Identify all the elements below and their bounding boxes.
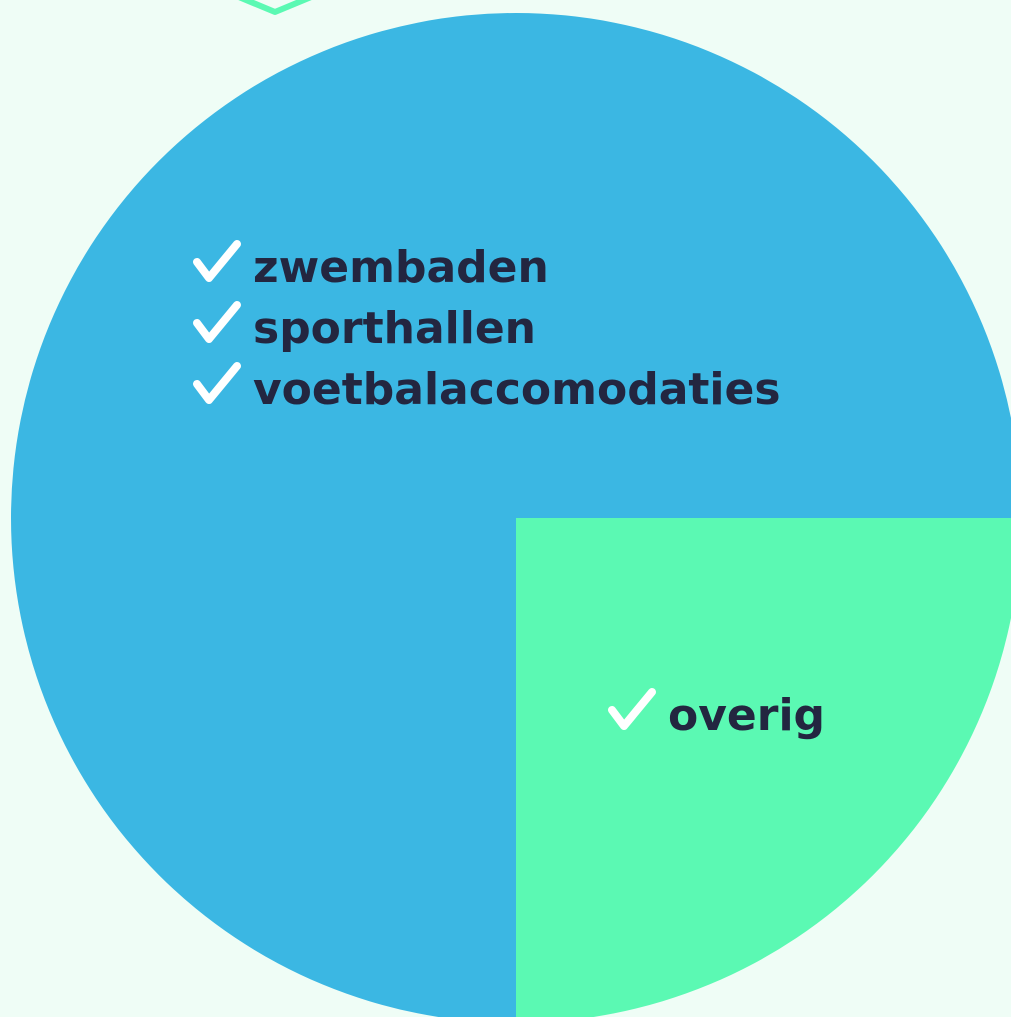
decoration-shape [238,0,312,15]
slice-label: overig [668,690,825,741]
check-icon [608,688,656,730]
slice-label: voetbalaccomodaties [253,364,781,415]
slice-label: zwembaden [253,242,549,293]
check-icon [193,362,241,404]
pie-slice [516,518,1011,1017]
slice-labels: zwembaden sporthallen voetbalaccomodaties o… [193,240,825,741]
check-icon [193,301,241,343]
slice-label: sporthallen [253,303,536,354]
check-icon [193,240,241,282]
pie-slice [11,13,1011,1017]
pie [11,13,1011,1017]
